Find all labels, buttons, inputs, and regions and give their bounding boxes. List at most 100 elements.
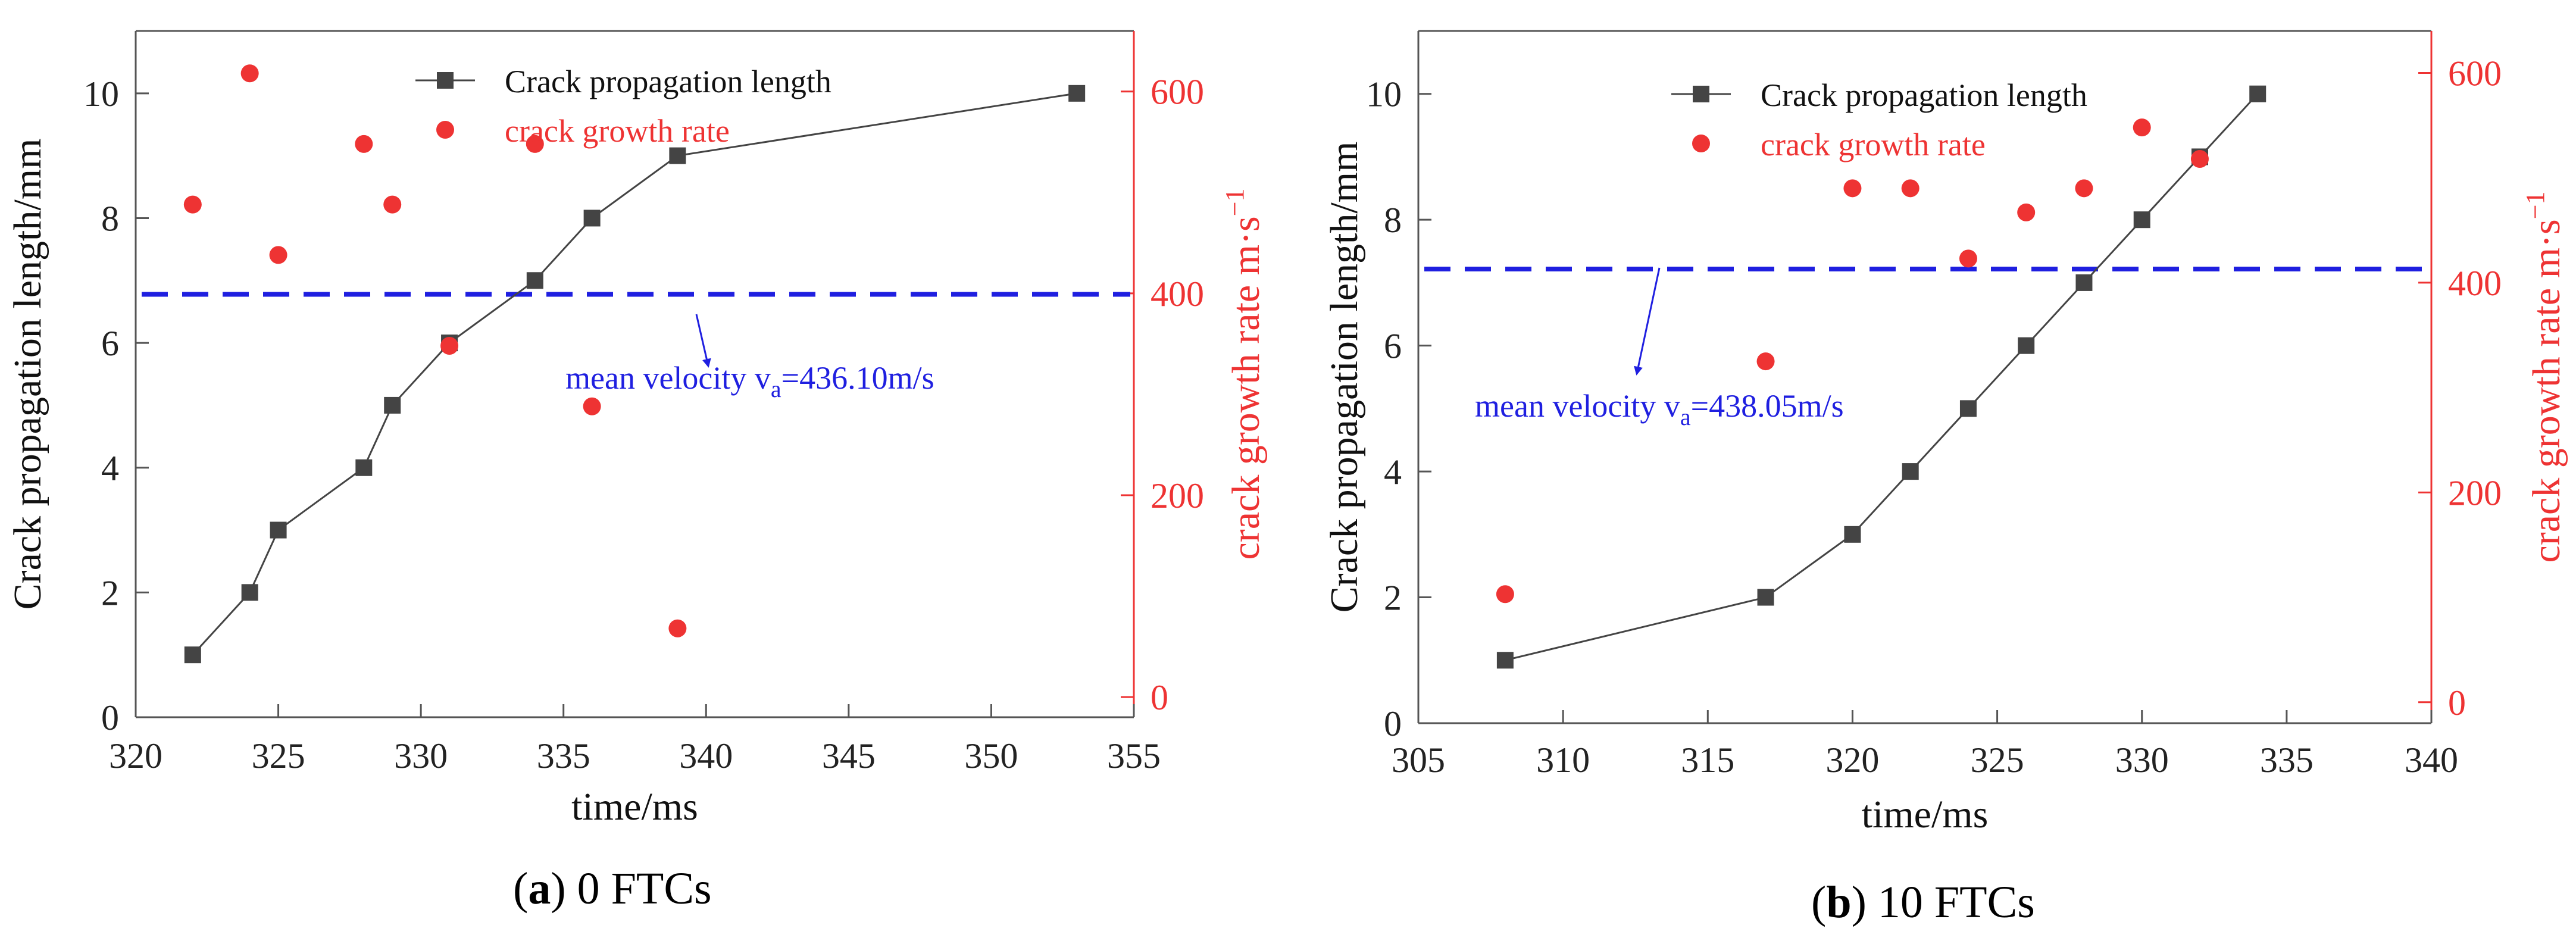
y-axis-right-label-main-b: crack growth rate m·s: [2525, 219, 2568, 562]
length-point-b-5: [2018, 337, 2035, 354]
y-axis-right-label-b: crack growth rate m·s−1: [2521, 191, 2568, 562]
legend-length-marker-a: [437, 72, 454, 89]
y-left-tick-label-b-8: 8: [1384, 201, 1402, 240]
legend-rate-label-b: crack growth rate: [1761, 127, 1986, 162]
x-tick-label-a-350: 350: [964, 736, 1018, 776]
legend-rate-marker-b: [1692, 135, 1710, 152]
length-point-a-6: [526, 272, 543, 289]
x-tick-label-a-345: 345: [822, 736, 876, 776]
y-right-tick-label-b-0: 0: [2448, 683, 2466, 723]
annotation-sub-a: a: [771, 376, 781, 402]
x-tick-label-b-310: 310: [1536, 740, 1590, 780]
y-right-tick-label-b-400: 400: [2448, 264, 2502, 303]
mean-velocity-arrow-a: [695, 314, 711, 368]
length-point-b-0: [1496, 652, 1514, 669]
y-left-tick-label-a-6: 6: [101, 324, 119, 363]
y-right-tick-label-a-600: 600: [1151, 73, 1204, 112]
length-point-a-3: [355, 459, 373, 476]
x-tick-label-b-340: 340: [2405, 740, 2458, 780]
y-left-tick-label-b-0: 0: [1384, 704, 1402, 743]
caption-letter-b: b: [1826, 877, 1852, 927]
y-left-tick-label-b-4: 4: [1384, 452, 1402, 492]
rate-point-a-3: [355, 135, 373, 153]
chart-b: 305 310 315 320 325 330 335 340 0 2 4 6 8 10 0 200 400 60…: [1323, 30, 2568, 836]
x-tick-label-a-335: 335: [537, 736, 590, 776]
rate-point-a-6: [526, 135, 544, 153]
y-right-tick-label-a-0: 0: [1151, 678, 1168, 717]
rate-point-a-8: [668, 619, 687, 637]
y-left-tick-label-a-8: 8: [101, 199, 119, 238]
y-axis-right-label-sup-b: −1: [2521, 191, 2550, 219]
y-left-tick-label-a-2: 2: [101, 573, 119, 612]
length-point-a-7: [583, 210, 601, 227]
series-length-line-a: [192, 92, 1077, 656]
length-point-a-1: [241, 584, 258, 601]
y-left-tick-label-b-6: 6: [1384, 327, 1402, 366]
caption-letter-a: a: [528, 864, 551, 914]
x-tick-label-a-330: 330: [394, 736, 448, 776]
legend-length-marker-b: [1693, 86, 1709, 102]
rate-point-b-7: [2133, 118, 2151, 137]
x-tick-label-b-305: 305: [1392, 740, 1445, 780]
annotation-prefix-a: mean velocity v: [565, 360, 771, 396]
rate-point-b-6: [2075, 179, 2093, 198]
annotation-value-b: =438.05m/s: [1691, 388, 1844, 424]
length-point-a-0: [184, 646, 201, 664]
length-point-a-2: [270, 521, 287, 539]
rate-point-b-2: [1843, 179, 1862, 198]
y-axis-left-label-b: Crack propagation length/mm: [1323, 142, 1366, 613]
y-axis-right-label-sup-a: −1: [1220, 188, 1249, 216]
mean-velocity-arrow-b: [1634, 267, 1661, 376]
mean-velocity-annotation-b: mean velocity va=438.05m/s: [1475, 388, 1844, 430]
x-tick-label-b-320: 320: [1825, 740, 1879, 780]
rate-point-b-1: [1756, 352, 1775, 371]
rate-point-b-0: [1496, 585, 1514, 604]
x-axis-label-b: time/ms: [1862, 793, 1989, 836]
rate-point-a-1: [240, 64, 259, 83]
y-axis-right-label-a: crack growth rate m·s−1: [1220, 188, 1268, 559]
mean-velocity-annotation-a: mean velocity va=436.10m/s: [565, 360, 934, 402]
x-tick-label-b-335: 335: [2260, 740, 2314, 780]
length-point-b-2: [1844, 526, 1861, 543]
length-point-b-7: [2133, 211, 2150, 229]
length-point-b-9: [2249, 85, 2266, 102]
length-point-b-4: [1959, 400, 1977, 417]
y-right-tick-label-b-600: 600: [2448, 54, 2502, 93]
rate-point-b-3: [1901, 179, 1920, 198]
length-point-a-8: [669, 147, 686, 164]
x-tick-label-b-315: 315: [1681, 740, 1734, 780]
rate-point-b-5: [2017, 203, 2036, 221]
x-tick-label-a-325: 325: [252, 736, 305, 776]
x-axis-label-a: time/ms: [571, 785, 698, 829]
y-right-tick-label-a-400: 400: [1151, 274, 1204, 314]
annotation-value-a: =436.10m/s: [781, 360, 934, 396]
x-tick-label-a-320: 320: [109, 736, 162, 776]
length-point-b-1: [1757, 589, 1774, 606]
rate-point-a-0: [183, 195, 202, 214]
annotation-sub-b: a: [1680, 404, 1691, 430]
caption-text-b: 10 FTCs: [1877, 877, 2035, 927]
caption-panel-a: (a) 0 FTCs: [513, 864, 712, 914]
y-left-tick-label-a-0: 0: [101, 698, 119, 737]
y-left-tick-label-b-2: 2: [1384, 579, 1402, 618]
rate-point-a-2: [269, 246, 287, 264]
legend-rate-label-a: crack growth rate: [505, 113, 730, 149]
y-left-tick-label-b-10: 10: [1366, 75, 1402, 114]
x-tick-label-b-330: 330: [2115, 740, 2169, 780]
caption-text-a: 0 FTCs: [577, 864, 712, 914]
chart-a: 320 325 330 335 340 345 350 355 0 2 4 6 8 10 0 200 400 60…: [6, 30, 1268, 829]
length-point-b-3: [1902, 463, 1919, 480]
rate-point-b-8: [2190, 149, 2209, 168]
length-point-a-4: [384, 396, 401, 414]
y-axis-right-label-main-a: crack growth rate m·s: [1224, 216, 1268, 559]
legend-rate-marker-a: [436, 121, 454, 139]
x-tick-label-a-355: 355: [1107, 736, 1161, 776]
legend-length-label-a: Crack propagation length: [505, 64, 831, 99]
x-tick-label-a-340: 340: [679, 736, 733, 776]
rate-point-a-4: [383, 195, 402, 214]
rate-point-a-5: [440, 337, 459, 355]
x-tick-label-b-325: 325: [1971, 740, 2024, 780]
length-point-b-6: [2075, 274, 2093, 291]
